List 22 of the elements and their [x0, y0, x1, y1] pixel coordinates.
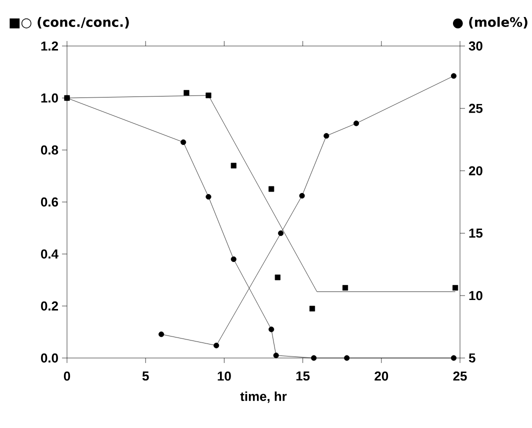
y2-tick-label: 30 — [468, 41, 482, 51]
x-tick-label: 0 — [64, 372, 70, 381]
y-tick-label: 1.2 — [41, 41, 58, 51]
y2-tick-label: 15 — [469, 228, 483, 238]
y-tick-label: 0.6 — [41, 197, 58, 207]
x-tick-label: 5 — [142, 372, 149, 381]
y2-axis-title: ● (mole%) — [452, 16, 528, 28]
y2-tick-label: 5 — [468, 353, 476, 363]
y-tick-label: 0.2 — [41, 301, 58, 311]
y-tick-label: 0.4 — [41, 249, 58, 259]
x-tick-label: 10 — [218, 372, 231, 381]
y-tick-label: 0.8 — [41, 145, 58, 155]
y-tick-label: 1.0 — [41, 93, 58, 103]
y2-tick-label: 10 — [469, 291, 482, 300]
x-tick-label: 25 — [453, 372, 467, 381]
x-axis-title: time, hr — [240, 392, 287, 403]
x-tick-label: 15 — [296, 372, 310, 381]
y2-tick-label: 25 — [468, 104, 483, 113]
y-tick-label: 0.0 — [41, 353, 58, 363]
y-axis-title: ■○ (conc./conc.) — [10, 16, 129, 28]
y2-tick-label: 20 — [468, 166, 482, 176]
x-tick-label: 20 — [374, 372, 388, 381]
